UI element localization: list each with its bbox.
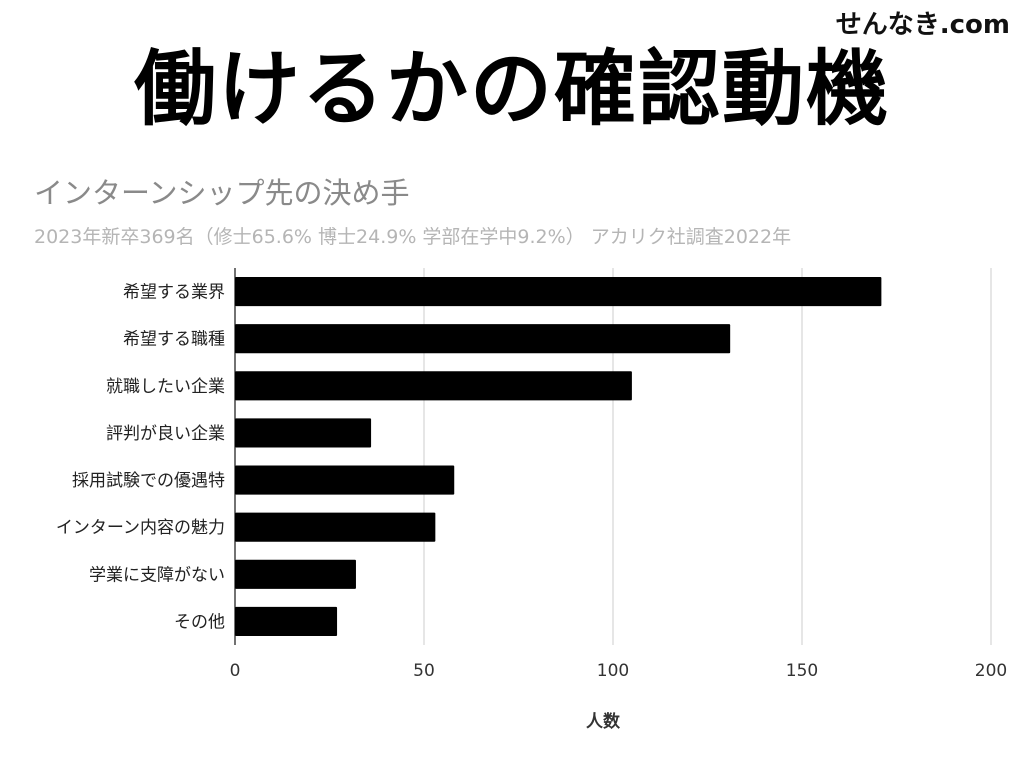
category-label: 希望する職種 (123, 330, 225, 350)
category-label: 希望する業界 (123, 283, 225, 303)
bar (235, 606, 338, 637)
x-tick-label: 50 (413, 661, 435, 681)
x-axis-title: 人数 (586, 711, 621, 732)
category-label: 評判が良い企業 (106, 424, 225, 444)
bar (235, 371, 632, 401)
category-label: インターン内容の魅力 (56, 518, 225, 538)
site-label: せんなき.com (835, 10, 1010, 40)
bar (235, 512, 436, 542)
x-tick-label: 200 (975, 661, 1007, 681)
bar (235, 559, 356, 589)
category-label: 就職したい企業 (106, 377, 225, 397)
category-label: 学業に支障がない (89, 565, 225, 585)
category-label: 採用試験での優遇特 (72, 471, 225, 491)
chart-subtitle: 2023年新卒369名（修士65.6% 博士24.9% 学部在学中9.2%） ア… (34, 226, 792, 248)
x-tick-label: 150 (786, 661, 818, 681)
chart-title: インターンシップ先の決め手 (34, 176, 410, 210)
x-tick-label: 100 (597, 661, 629, 681)
page-title: 働けるかの確認動機 (133, 42, 890, 137)
category-label: その他 (174, 612, 225, 632)
bar (235, 276, 882, 307)
x-tick-label: 0 (230, 661, 241, 681)
bar (235, 324, 731, 354)
bar (235, 465, 455, 495)
bar (235, 418, 372, 448)
